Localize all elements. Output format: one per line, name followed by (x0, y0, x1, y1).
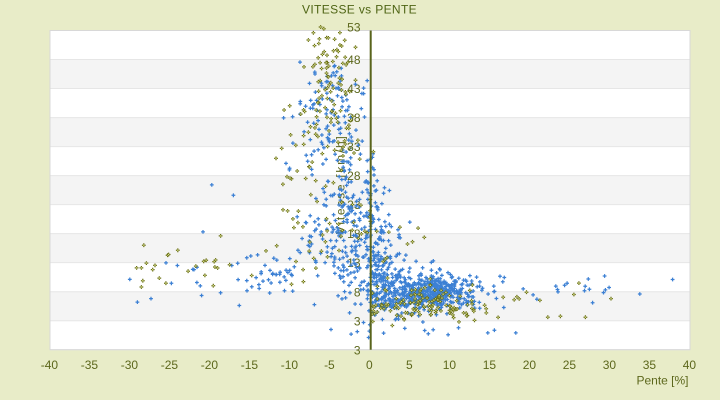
svg-text:0: 0 (366, 358, 373, 372)
svg-text:33: 33 (347, 140, 361, 154)
svg-text:40: 40 (683, 358, 697, 372)
svg-text:-20: -20 (201, 358, 219, 372)
svg-text:-10: -10 (281, 358, 299, 372)
svg-text:35: 35 (643, 358, 657, 372)
svg-text:48: 48 (347, 53, 361, 67)
svg-text:3: 3 (354, 344, 361, 358)
svg-text:10: 10 (443, 358, 457, 372)
svg-text:-25: -25 (161, 358, 179, 372)
svg-text:-35: -35 (81, 358, 99, 372)
svg-text:25: 25 (563, 358, 577, 372)
svg-text:5: 5 (406, 358, 413, 372)
svg-text:30: 30 (603, 358, 617, 372)
svg-text:28: 28 (347, 169, 361, 183)
svg-text:-30: -30 (121, 358, 139, 372)
svg-text:8: 8 (354, 285, 361, 299)
svg-text:15: 15 (483, 358, 497, 372)
svg-text:20: 20 (523, 358, 537, 372)
svg-text:-15: -15 (241, 358, 259, 372)
svg-text:38: 38 (347, 111, 361, 125)
svg-text:3: 3 (354, 314, 361, 328)
svg-text:53: 53 (347, 21, 361, 35)
svg-text:Pente [%]: Pente [%] (636, 373, 688, 387)
svg-text:VITESSE vs PENTE: VITESSE vs PENTE (302, 3, 417, 17)
svg-text:-5: -5 (324, 358, 335, 372)
svg-text:-40: -40 (41, 358, 59, 372)
svg-text:43: 43 (347, 82, 361, 96)
